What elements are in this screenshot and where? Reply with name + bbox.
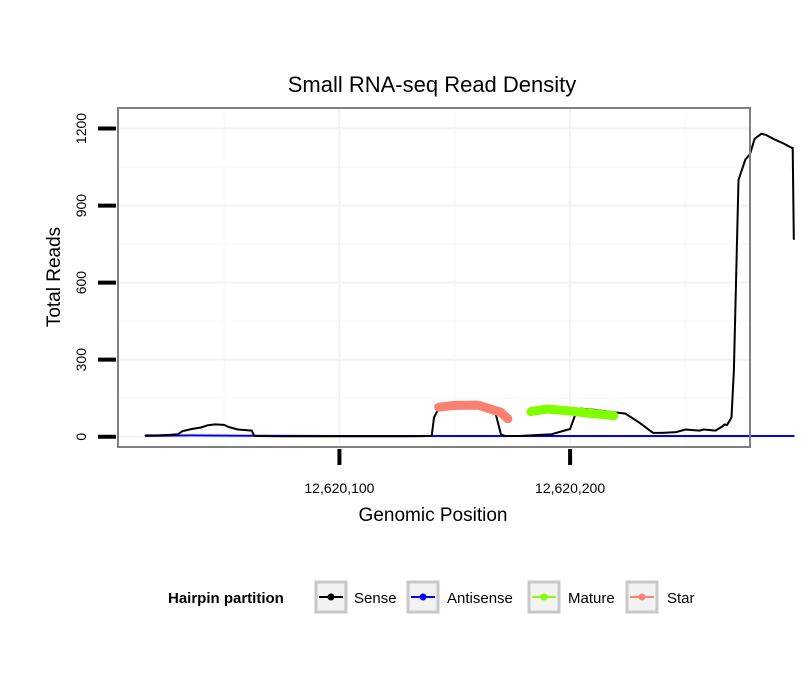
x-tick-label: 12,620,100	[304, 480, 374, 496]
y-axis-label: Total Reads	[44, 227, 65, 327]
series-layer	[144, 132, 795, 438]
y-tick-label: 900	[73, 194, 89, 218]
legend: Hairpin partition Sense Antisense Mature St…	[168, 580, 695, 614]
y-tick-label: 0	[73, 433, 89, 441]
series-line-star	[434, 400, 513, 424]
y-tick-label: 300	[73, 348, 89, 372]
legend-key-point-antisense	[419, 593, 427, 601]
y-tick-label: 1200	[73, 113, 89, 144]
legend-key-point-mature	[540, 593, 548, 601]
x-axis-label: Genomic Position	[359, 505, 508, 526]
plot-panel-border	[117, 107, 751, 448]
legend-label-antisense: Antisense	[447, 590, 513, 607]
y-axis-ticks: 0 300 600 900 1200	[73, 113, 116, 441]
legend-title: Hairpin partition	[168, 590, 284, 607]
legend-key-point-star	[638, 593, 646, 601]
x-tick-label: 12,620,200	[535, 480, 605, 496]
chart-title: Small RNA-seq Read Density	[288, 72, 577, 97]
series-line-sense	[144, 132, 795, 438]
y-tick-label: 600	[73, 271, 89, 295]
x-axis-ticks: 12,620,100 12,620,200	[304, 449, 605, 496]
legend-label-mature: Mature	[568, 590, 615, 607]
legend-key-point-sense	[327, 593, 335, 601]
series-line-mature	[526, 404, 619, 421]
series-line-antisense	[144, 434, 795, 437]
legend-label-sense: Sense	[354, 590, 397, 607]
gridlines	[118, 108, 750, 447]
legend-label-star: Star	[667, 590, 695, 607]
